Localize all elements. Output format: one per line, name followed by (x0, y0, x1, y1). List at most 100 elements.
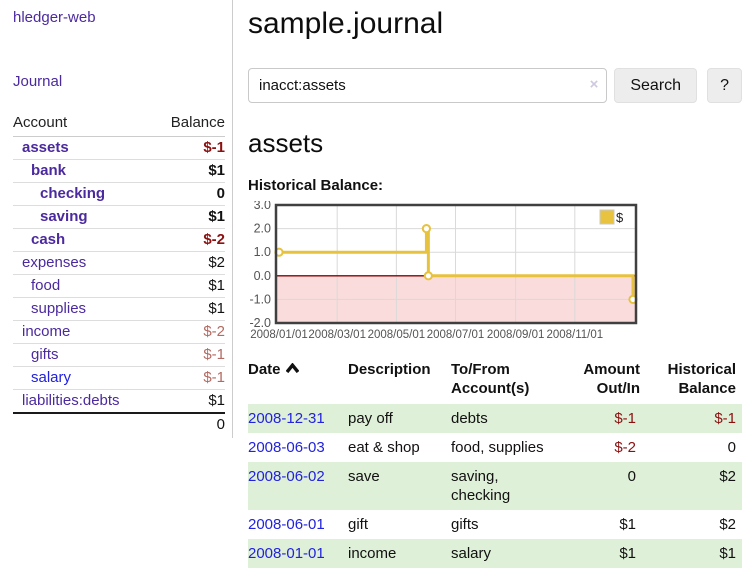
account-row: checking 0 (13, 182, 225, 206)
account-balance: $1 (153, 274, 225, 298)
accounts-total-row: 0 (13, 412, 225, 436)
txn-description-cell: income (348, 545, 397, 562)
txn-date-cell: 2008-06-03 (248, 433, 348, 462)
account-link-food[interactable]: food (31, 277, 61, 294)
y-tick-label: 2.0 (254, 222, 271, 236)
txn-date-cell: 2008-01-01 (248, 539, 348, 568)
account-link-assets[interactable]: assets (22, 139, 69, 156)
account-link-saving[interactable]: saving (40, 208, 88, 225)
main-content: sample.journal × Search ? assets Histori… (248, 0, 742, 568)
account-balance: $-1 (153, 343, 225, 367)
app-brand-link[interactable]: hledger-web (13, 9, 96, 26)
account-link-salary[interactable]: salary (31, 369, 72, 386)
help-button[interactable]: ? (707, 68, 742, 103)
txn-accounts-cell: salary (451, 545, 492, 562)
account-link-income[interactable]: income (22, 323, 71, 340)
legend-swatch (599, 209, 615, 225)
transaction-date-link[interactable]: 2008-06-02 (248, 468, 325, 485)
transaction-date-link[interactable]: 2008-06-01 (248, 516, 325, 533)
account-link-gifts[interactable]: gifts (31, 346, 59, 363)
account-balance: $-1 (153, 136, 225, 160)
account-row: supplies $1 (13, 297, 225, 321)
account-balance: $2 (153, 251, 225, 275)
transaction-date-link[interactable]: 2008-12-31 (248, 410, 325, 427)
txn-balance-cell: $2 (719, 516, 736, 533)
account-link-checking[interactable]: checking (40, 185, 106, 202)
accounts-header-account: Account (13, 111, 154, 137)
txn-balance-cell: 0 (727, 439, 736, 456)
transaction-date-link[interactable]: 2008-01-01 (248, 545, 325, 562)
txn-description-cell: gift (348, 516, 369, 533)
sidebar: hledger-web Journal Account Balance asse… (0, 0, 233, 438)
account-balance: $-2 (153, 320, 225, 344)
txn-description-cell: pay off (348, 410, 393, 427)
txn-date-cell: 2008-06-01 (248, 510, 348, 539)
txn-balance-cell: $1 (719, 545, 736, 562)
txn-description-cell: eat & shop (348, 439, 420, 456)
account-row: income $-2 (13, 320, 225, 344)
account-balance: $1 (153, 159, 225, 183)
account-link-supplies[interactable]: supplies (31, 300, 87, 317)
x-tick-label: 2008/05/01 (368, 329, 426, 341)
y-tick-label: 0.0 (254, 269, 271, 283)
account-link-bank[interactable]: bank (31, 162, 67, 179)
txn-amount-cell: 0 (627, 468, 636, 485)
txn-accounts-cell: saving, checking (451, 468, 511, 504)
transactions-table: Date Description To/From Account(s) Amou… (248, 358, 742, 568)
sort-ascending-icon (285, 363, 299, 373)
txn-amount-cell: $1 (619, 516, 636, 533)
x-tick-label: 2008/07/01 (427, 329, 485, 341)
account-row: salary $-1 (13, 366, 225, 390)
account-balance: 0 (153, 182, 225, 206)
account-balance: $1 (153, 205, 225, 229)
txn-amount-cell: $-2 (614, 439, 636, 456)
transaction-row: 2008-06-03 eat & shop food, supplies $-2 0 (248, 433, 742, 462)
account-row: saving $1 (13, 205, 225, 229)
x-tick-label: 2008/11/01 (546, 329, 603, 341)
search-input-wrap: × (248, 68, 608, 103)
account-balance: $1 (153, 297, 225, 321)
account-row: cash $-2 (13, 228, 225, 252)
account-row: liabilities:debts $1 (13, 389, 225, 414)
txn-header-accounts[interactable]: To/From Account(s) (451, 361, 530, 397)
txn-accounts-cell: gifts (451, 516, 479, 533)
txn-header-balance[interactable]: Historical Balance (667, 361, 736, 397)
txn-header-amount[interactable]: Amount Out/In (583, 361, 640, 397)
txn-header-date[interactable]: Date (248, 358, 348, 404)
sidebar-item-journal[interactable]: Journal (13, 73, 63, 90)
y-tick-label: -1.0 (249, 292, 271, 306)
legend-label: $ (616, 210, 624, 225)
txn-header-description[interactable]: Description (348, 361, 431, 378)
data-point-marker (423, 271, 433, 281)
txn-amount-cell: $1 (619, 545, 636, 562)
txn-accounts-cell: food, supplies (451, 439, 544, 456)
search-button[interactable]: Search (614, 68, 698, 103)
data-point-marker (421, 224, 432, 234)
txn-balance-cell: $-1 (714, 410, 736, 427)
x-tick-label: 2008/01/01 (250, 329, 308, 341)
transaction-row: 2008-06-01 gift gifts $1 $2 (248, 510, 742, 539)
account-balance: $-1 (153, 366, 225, 390)
accounts-header-balance: Balance (153, 111, 225, 137)
transaction-row: 2008-06-02 save saving, checking 0 $2 (248, 462, 742, 510)
page-title: sample.journal (248, 7, 444, 40)
clear-search-icon[interactable]: × (589, 76, 599, 93)
transaction-date-link[interactable]: 2008-06-03 (248, 439, 325, 456)
account-row: expenses $2 (13, 251, 225, 275)
account-balance: $1 (153, 389, 225, 414)
account-row: assets $-1 (13, 136, 225, 160)
account-link-expenses[interactable]: expenses (22, 254, 87, 271)
txn-balance-cell: $2 (719, 468, 736, 485)
x-tick-label: 2008/09/01 (487, 329, 545, 341)
account-link-liabilities-debts[interactable]: liabilities:debts (22, 392, 120, 409)
txn-amount-cell: $-1 (614, 410, 636, 427)
chart-label: Historical Balance: (248, 177, 384, 194)
transaction-row: 2008-12-31 pay off debts $-1 $-1 (248, 404, 742, 433)
txn-description-cell: save (348, 468, 380, 485)
search-input[interactable] (248, 68, 608, 103)
accounts-table: Account Balance assets $-1 bank $1 checking 0… (13, 111, 225, 436)
account-link-cash[interactable]: cash (31, 231, 66, 248)
account-balance: $-2 (153, 228, 225, 252)
search-form: × Search ? (248, 68, 742, 103)
